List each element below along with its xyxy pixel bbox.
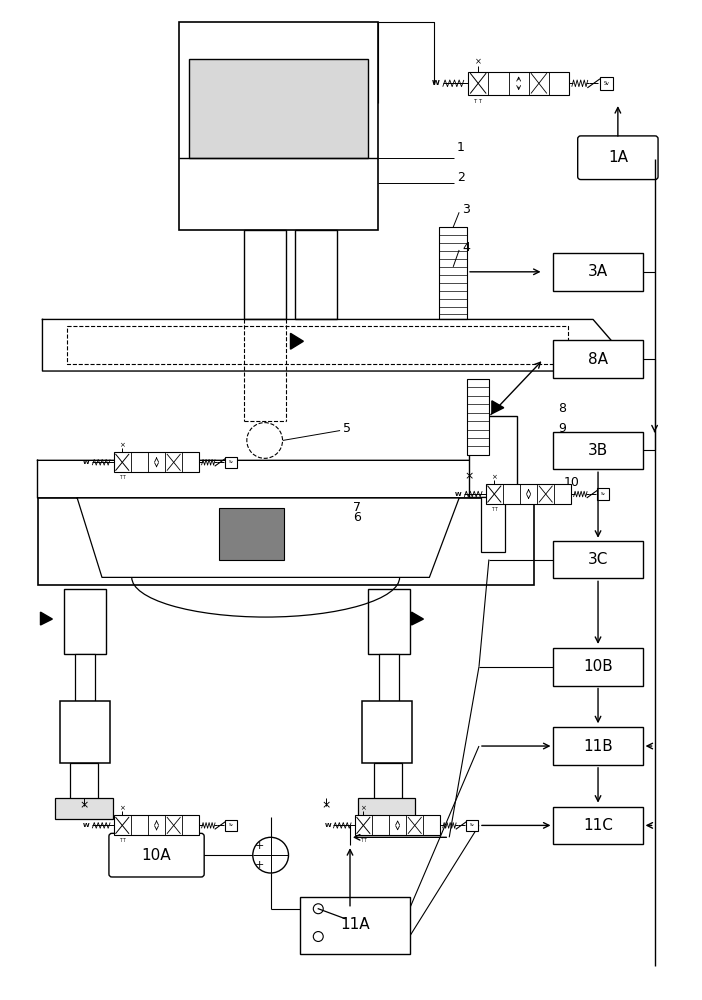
Text: 11A: 11A (340, 917, 370, 932)
Text: ×: × (119, 442, 125, 448)
Text: 3C: 3C (588, 552, 608, 567)
Bar (355, 815, 440, 835)
Text: Sv: Sv (228, 823, 233, 827)
Bar (486, 484, 571, 504)
Polygon shape (37, 460, 534, 498)
Bar (466, 820, 477, 831)
Bar (358, 798, 416, 819)
Bar (300, 897, 409, 954)
Bar (55, 798, 113, 819)
Text: ×: × (360, 805, 366, 811)
Text: 3B: 3B (588, 443, 608, 458)
Text: ×: × (322, 801, 331, 811)
Bar (65, 589, 106, 654)
Bar (553, 727, 642, 765)
Text: 10: 10 (563, 476, 579, 489)
Text: 4: 4 (462, 241, 470, 254)
Text: 8A: 8A (588, 352, 608, 367)
Bar (481, 497, 505, 552)
Text: T T: T T (119, 838, 126, 843)
Bar (379, 654, 399, 701)
Bar (553, 253, 642, 291)
Bar (296, 230, 337, 319)
Bar (467, 379, 489, 455)
Polygon shape (41, 612, 53, 625)
Text: ×: × (79, 801, 89, 811)
Text: 10A: 10A (142, 848, 171, 863)
Text: ×: × (464, 471, 474, 481)
Text: 11B: 11B (583, 739, 613, 754)
Text: T T: T T (491, 507, 498, 512)
Circle shape (313, 904, 323, 914)
Text: +: + (255, 860, 265, 870)
Text: 7: 7 (353, 501, 361, 514)
Polygon shape (411, 612, 423, 625)
Circle shape (247, 423, 282, 458)
FancyBboxPatch shape (109, 833, 204, 877)
Text: ×: × (475, 57, 482, 66)
FancyBboxPatch shape (578, 136, 658, 180)
Bar (553, 807, 642, 844)
Text: 3A: 3A (588, 264, 608, 279)
Text: 3: 3 (462, 203, 470, 216)
Bar (180, 22, 378, 230)
Text: 1A: 1A (608, 150, 628, 165)
Text: ×: × (119, 805, 125, 811)
Bar (362, 701, 411, 763)
Text: 5: 5 (343, 422, 351, 435)
Bar (114, 815, 199, 835)
Text: W: W (432, 80, 440, 86)
Text: +: + (255, 841, 265, 851)
Text: W: W (324, 823, 331, 828)
Circle shape (253, 837, 289, 873)
Text: Sv: Sv (228, 460, 233, 464)
Bar (60, 701, 110, 763)
Polygon shape (291, 333, 303, 349)
Bar (219, 508, 284, 560)
Bar (75, 654, 95, 701)
Bar (469, 416, 517, 497)
Text: 6: 6 (353, 511, 361, 524)
Bar (244, 230, 286, 319)
Bar (553, 648, 642, 686)
Bar (190, 59, 368, 158)
Text: Sv: Sv (600, 492, 605, 496)
Text: W: W (84, 460, 90, 465)
Text: T T: T T (119, 475, 126, 480)
Text: 10B: 10B (583, 659, 613, 674)
Bar (114, 452, 199, 472)
Text: ×: × (491, 474, 497, 480)
Text: W: W (84, 823, 90, 828)
Bar (439, 227, 467, 319)
Bar (37, 498, 534, 585)
Bar (553, 340, 642, 378)
Text: 1: 1 (457, 141, 465, 154)
Text: 9: 9 (558, 422, 567, 435)
Bar (70, 763, 98, 801)
Text: 11C: 11C (583, 818, 613, 833)
Text: W: W (456, 492, 462, 497)
Polygon shape (77, 498, 459, 577)
Bar (597, 488, 609, 500)
Bar (553, 541, 642, 578)
Text: 2: 2 (457, 171, 465, 184)
Bar (225, 457, 237, 468)
Text: Sv: Sv (470, 823, 475, 827)
Text: 8: 8 (558, 402, 567, 415)
Polygon shape (492, 401, 504, 414)
Text: Sv: Sv (604, 81, 609, 86)
Bar (225, 820, 237, 831)
Bar (368, 589, 409, 654)
Polygon shape (42, 319, 637, 371)
Text: T T: T T (474, 99, 482, 104)
Text: T T: T T (360, 838, 366, 843)
Bar (374, 763, 402, 801)
Bar (553, 432, 642, 469)
Bar (468, 72, 569, 95)
Circle shape (313, 932, 323, 941)
Bar (600, 77, 613, 90)
